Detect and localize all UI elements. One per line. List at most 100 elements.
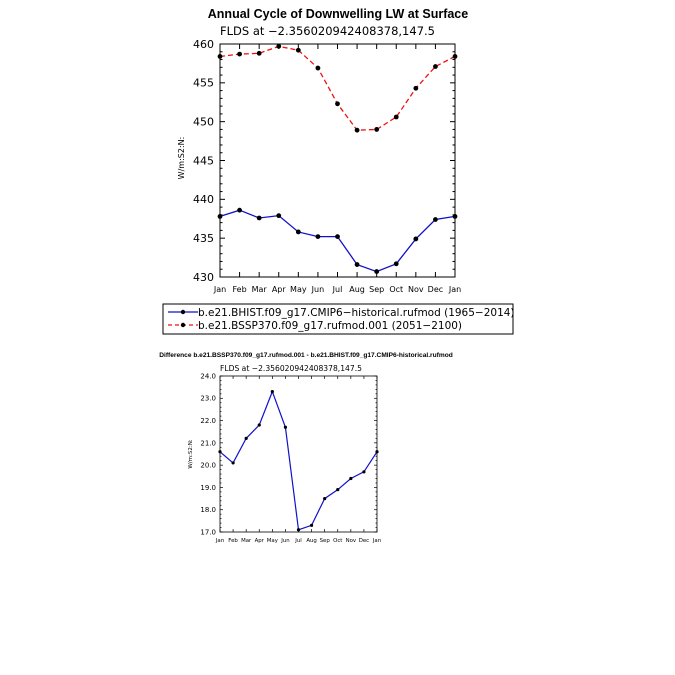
- data-point: [315, 234, 321, 240]
- data-point: [244, 436, 248, 440]
- data-point: [452, 54, 458, 59]
- data-point: [217, 54, 223, 59]
- x-tick-label: Jul: [294, 538, 302, 544]
- annual-cycle-chart: Annual Cycle of Downwelling LW at Surfac…: [162, 7, 515, 335]
- x-tick-label: Mar: [252, 285, 268, 294]
- x-tick-label: Nov: [408, 285, 424, 294]
- data-point: [217, 214, 223, 219]
- data-point: [433, 64, 438, 69]
- y-tick-label: 435: [193, 232, 214, 245]
- data-point: [354, 127, 360, 133]
- data-point: [362, 470, 366, 474]
- data-point: [393, 114, 399, 120]
- y-tick-label: 460: [193, 38, 214, 51]
- chart1-y-axis: 430 435 440 445 450 455 460: [193, 38, 455, 284]
- data-point: [295, 229, 301, 235]
- y-tick-label: 445: [193, 154, 214, 167]
- data-point: [295, 47, 301, 53]
- data-point: [218, 450, 222, 454]
- x-tick-label: Feb: [228, 538, 238, 544]
- difference-chart: Difference b.e21.BSSP370.f09_g17.rufmod.…: [159, 352, 453, 544]
- y-tick-label: 19.0: [200, 484, 216, 492]
- x-tick-label: Apr: [255, 538, 265, 544]
- chart2-ylabel: W/m:S2:N:: [188, 439, 194, 468]
- data-point: [452, 214, 458, 219]
- data-point: [413, 236, 419, 242]
- y-tick-label: 17.0: [200, 528, 216, 536]
- x-tick-label: Sep: [369, 285, 384, 294]
- y-tick-label: 440: [193, 193, 214, 206]
- data-point: [237, 51, 242, 57]
- data-point: [256, 215, 262, 221]
- data-point: [393, 261, 399, 267]
- chart1-plot-frame: [219, 43, 456, 278]
- x-tick-label: Sep: [320, 538, 331, 544]
- y-tick-label: 20.0: [200, 462, 216, 470]
- x-tick-label: Apr: [272, 285, 287, 294]
- legend-marker-ssp370: [180, 322, 186, 328]
- y-tick-label: 22.0: [200, 417, 216, 425]
- x-tick-label: Aug: [306, 538, 317, 544]
- data-point: [374, 269, 380, 274]
- y-tick-label: 18.0: [200, 506, 216, 514]
- x-tick-label: Jun: [311, 285, 325, 294]
- data-point: [309, 523, 314, 527]
- x-tick-label: Jun: [280, 538, 289, 544]
- data-point: [276, 43, 282, 49]
- chart2-title: Difference b.e21.BSSP370.f09_g17.rufmod.…: [159, 352, 453, 359]
- data-point: [257, 423, 261, 427]
- y-tick-label: 21.0: [200, 439, 216, 447]
- chart1-subtitle: FLDS at −2.356020942408378,147.5: [220, 24, 435, 38]
- data-point: [323, 496, 327, 501]
- x-tick-label: Aug: [349, 285, 365, 294]
- data-point: [256, 50, 262, 56]
- data-point: [354, 262, 360, 267]
- x-tick-label: Jan: [448, 285, 461, 294]
- chart2-series-group: [218, 389, 379, 532]
- series-line-0: [219, 389, 378, 531]
- x-tick-label: Jan: [372, 538, 381, 544]
- data-point: [270, 390, 274, 394]
- y-tick-label: 24.0: [200, 372, 216, 380]
- x-tick-label: Oct: [389, 285, 403, 294]
- y-tick-label: 450: [193, 116, 214, 129]
- chart1-legend-box: [162, 303, 514, 335]
- chart2-plot-frame: [219, 375, 378, 533]
- chart2-x-axis: Jan Feb Mar Apr May Jun Jul Aug Sep Oct Nov Dec Jan: [215, 376, 381, 544]
- x-tick-label: May: [290, 285, 307, 294]
- x-tick-label: Dec: [359, 538, 369, 544]
- data-point: [374, 127, 380, 132]
- x-tick-label: Jul: [332, 285, 343, 294]
- x-tick-label: Nov: [346, 538, 357, 544]
- chart2-subtitle: FLDS at −2.356020942408378,147.5: [220, 364, 362, 373]
- data-point: [231, 461, 235, 465]
- data-point: [335, 101, 340, 107]
- data-point: [276, 213, 282, 219]
- data-point: [413, 85, 419, 91]
- series-line-1: [219, 45, 456, 131]
- x-tick-label: Oct: [333, 538, 342, 544]
- data-point: [283, 425, 288, 429]
- data-point: [336, 488, 340, 492]
- y-tick-label: 430: [193, 271, 214, 284]
- series-line-0: [219, 209, 456, 273]
- x-tick-label: Feb: [232, 285, 246, 294]
- x-tick-label: May: [267, 538, 279, 544]
- chart2-y-axis: 17.0 18.0 19.0 20.0 21.0 22.0 23.0 24.0: [200, 372, 377, 536]
- data-point: [315, 65, 321, 71]
- chart1-x-axis: Jan Feb Mar Apr May Jun Jul Aug Sep Oct Nov Dec Jan: [213, 44, 461, 294]
- data-point: [433, 217, 438, 222]
- data-point: [349, 476, 353, 481]
- x-tick-label: Mar: [241, 538, 252, 544]
- data-point: [237, 207, 242, 213]
- y-tick-label: 455: [193, 77, 214, 90]
- chart1-title: Annual Cycle of Downwelling LW at Surfac…: [208, 7, 468, 21]
- legend-label-ssp370: b.e21.BSSP370.f09_g17.rufmod.001 (2051−2…: [198, 320, 462, 332]
- y-tick-label: 23.0: [200, 395, 216, 403]
- x-tick-label: Dec: [428, 285, 443, 294]
- x-tick-label: Jan: [215, 538, 224, 544]
- chart1-series-group: [217, 43, 458, 274]
- x-tick-label: Jan: [213, 285, 226, 294]
- data-point: [296, 528, 301, 532]
